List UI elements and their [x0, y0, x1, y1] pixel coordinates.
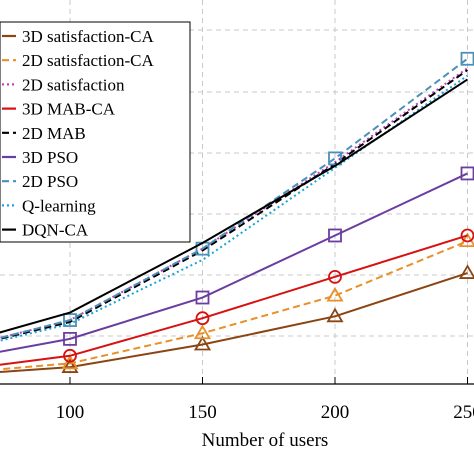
legend-entry-0: 3D satisfaction-CA: [2, 27, 154, 46]
series-line-7: [0, 74, 469, 342]
data-point-1-3: [326, 286, 344, 302]
series-line-0: [0, 272, 468, 374]
legend-entry-7: Q-learning: [2, 196, 96, 215]
series-line-5: [0, 172, 468, 353]
legend-label: 3D PSO: [22, 148, 78, 167]
series-1: [0, 232, 474, 371]
series-5: [0, 166, 474, 353]
data-point-6-1: [63, 313, 77, 327]
legend-entry-3: 3D MAB-CA: [2, 100, 116, 119]
data-point-3-3: [328, 269, 342, 284]
legend-entry-6: 2D PSO: [2, 172, 78, 191]
data-point-3-2: [195, 311, 210, 326]
x-tick-label: 150: [188, 402, 217, 423]
legend-label: 3D satisfaction-CA: [22, 27, 154, 46]
legend-entry-4: 2D MAB: [2, 124, 86, 143]
legend-label: Q-learning: [22, 196, 96, 215]
series-3: [0, 228, 474, 366]
x-tick-labels: 100 150 200 250: [56, 377, 474, 423]
x-tick-label: 200: [321, 402, 350, 423]
legend-label: 2D satisfaction-CA: [22, 51, 154, 70]
data-point-5-1: [63, 331, 77, 346]
data-point-3-1: [63, 348, 77, 363]
legend-entry-8: DQN-CA: [2, 221, 89, 240]
legend-box: [0, 21, 191, 243]
series-7: [0, 74, 469, 342]
series-line-1: [0, 240, 468, 371]
data-point-0-4: [458, 264, 474, 279]
data-point-1-2: [193, 324, 212, 340]
legend-entry-5: 3D PSO: [2, 148, 78, 167]
series-4: [0, 69, 469, 340]
x-tick-label: 250: [453, 402, 474, 423]
legend-label: 2D satisfaction: [22, 75, 125, 94]
series-line-8: [0, 78, 469, 334]
data-point-6-3: [328, 151, 342, 166]
data-point-1-1: [61, 354, 79, 370]
data-point-5-3: [328, 228, 342, 243]
legend-label: 2D PSO: [22, 172, 78, 191]
legend-label: DQN-CA: [22, 221, 89, 240]
series-lines: [0, 51, 474, 374]
data-point-0-1: [61, 358, 79, 373]
series-line-3: [0, 234, 468, 366]
data-point-5-2: [195, 290, 210, 305]
legend-label: 2D MAB: [22, 124, 86, 143]
legend-entry-2: 2D satisfaction: [2, 75, 125, 94]
legend-entry-1: 2D satisfaction-CA: [2, 51, 154, 70]
data-point-0-2: [193, 335, 212, 351]
x-tick-label: 100: [56, 402, 85, 423]
series-line-6: [0, 57, 469, 339]
legend: 3D satisfaction-CA 2D satisfaction-CA 2D s…: [0, 21, 191, 243]
series-8: [0, 78, 469, 334]
series-line-4: [0, 69, 469, 340]
series-0: [0, 264, 474, 374]
x-axis-label: Number of users: [202, 430, 329, 451]
data-point-0-3: [326, 307, 344, 323]
legend-label: 3D MAB-CA: [22, 100, 116, 119]
